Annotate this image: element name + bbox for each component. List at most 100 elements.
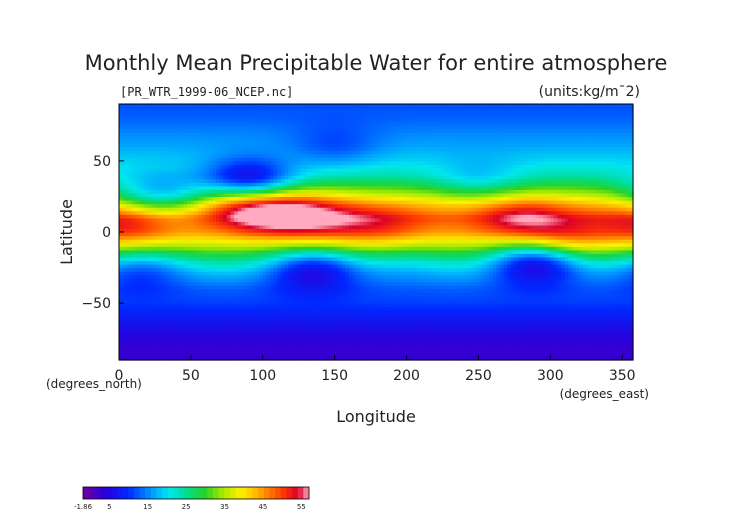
heatmap-cell — [557, 288, 562, 294]
heatmap-cell — [456, 356, 462, 361]
heatmap-cell — [582, 342, 587, 347]
heatmap-cell — [521, 320, 526, 326]
heatmap-cell — [219, 260, 224, 265]
heatmap-cell — [550, 256, 555, 262]
heatmap-cell — [535, 274, 541, 279]
heatmap-cell — [546, 288, 551, 294]
heatmap-cell — [492, 246, 498, 251]
heatmap-cell — [180, 242, 185, 247]
heatmap-cell — [464, 310, 469, 315]
heatmap-cell — [129, 320, 134, 326]
heatmap-cell — [144, 331, 149, 336]
heatmap-cell — [420, 274, 426, 279]
heatmap-cell — [133, 235, 138, 240]
heatmap-cell — [528, 235, 533, 240]
heatmap-cell — [284, 328, 289, 333]
heatmap-cell — [287, 352, 293, 358]
heatmap-cell — [338, 292, 343, 297]
heatmap-cell — [237, 313, 242, 318]
heatmap-cell — [298, 356, 303, 361]
heatmap-cell — [341, 356, 347, 361]
heatmap-cell — [593, 271, 598, 276]
heatmap-cell — [449, 256, 454, 262]
heatmap-cell — [517, 235, 523, 240]
heatmap-cell — [205, 278, 210, 283]
heatmap-cell — [255, 352, 260, 358]
heatmap-cell — [428, 317, 433, 322]
heatmap-cell — [331, 352, 336, 358]
heatmap-cell — [600, 285, 605, 290]
heatmap-cell — [392, 235, 397, 240]
heatmap-cell — [460, 331, 465, 336]
heatmap-cell — [449, 303, 454, 308]
heatmap-cell — [313, 264, 318, 269]
heatmap-cell — [356, 306, 361, 311]
heatmap-cell — [367, 313, 372, 318]
heatmap-cell — [460, 306, 465, 311]
heatmap-cell — [269, 292, 275, 297]
heatmap-cell — [334, 267, 339, 272]
heatmap-cell — [528, 352, 533, 358]
heatmap-cell — [615, 317, 620, 322]
heatmap-cell — [316, 324, 321, 329]
heatmap-cell — [546, 249, 551, 254]
heatmap-cell — [604, 260, 609, 265]
heatmap-cell — [539, 256, 544, 262]
heatmap-cell — [625, 264, 630, 269]
heatmap-cell — [528, 288, 533, 294]
heatmap-cell — [388, 299, 393, 304]
heatmap-cell — [251, 271, 257, 276]
heatmap-cell — [467, 338, 472, 343]
heatmap-cell — [119, 264, 124, 269]
heatmap-cell — [370, 296, 375, 301]
heatmap-cell — [291, 356, 296, 361]
heatmap-cell — [158, 296, 163, 301]
heatmap-cell — [352, 260, 357, 265]
heatmap-cell — [169, 356, 174, 361]
heatmap-cell — [489, 271, 494, 276]
heatmap-cell — [388, 249, 393, 254]
heatmap-cell — [388, 313, 393, 318]
heatmap-cell — [187, 317, 192, 322]
heatmap-cell — [492, 249, 498, 254]
heatmap-cell — [255, 303, 260, 308]
heatmap-cell — [345, 345, 350, 350]
heatmap-cell — [485, 317, 490, 322]
heatmap-cell — [503, 317, 508, 322]
heatmap-cell — [507, 306, 512, 311]
heatmap-cell — [316, 264, 321, 269]
heatmap-cell — [510, 306, 515, 311]
heatmap-cell — [485, 331, 490, 336]
heatmap-cell — [180, 306, 185, 311]
heatmap-cell — [543, 246, 548, 251]
heatmap-cell — [226, 303, 232, 308]
heatmap-cell — [381, 299, 386, 304]
heatmap-cell — [201, 242, 206, 247]
heatmap-cell — [226, 288, 232, 294]
heatmap-cell — [607, 320, 613, 326]
heatmap-cell — [521, 313, 526, 318]
heatmap-cell — [273, 296, 278, 301]
heatmap-cell — [579, 274, 584, 279]
heatmap-cell — [589, 292, 595, 297]
heatmap-cell — [136, 239, 142, 244]
heatmap-cell — [341, 249, 347, 254]
heatmap-cell — [140, 356, 145, 361]
heatmap-cell — [119, 352, 124, 358]
heatmap-cell — [449, 331, 454, 336]
heatmap-cell — [280, 352, 285, 358]
heatmap-cell — [313, 313, 318, 318]
heatmap-cell — [438, 313, 444, 318]
heatmap-cell — [259, 356, 264, 361]
heatmap-cell — [500, 349, 505, 354]
heatmap-cell — [428, 274, 433, 279]
heatmap-cell — [183, 310, 188, 315]
heatmap-cell — [262, 335, 267, 340]
heatmap-cell — [374, 342, 379, 347]
heatmap-cell — [557, 303, 562, 308]
heatmap-cell — [284, 239, 289, 244]
heatmap-cell — [464, 331, 469, 336]
heatmap-cell — [413, 278, 418, 283]
heatmap-cell — [359, 267, 365, 272]
heatmap-cell — [370, 310, 375, 315]
